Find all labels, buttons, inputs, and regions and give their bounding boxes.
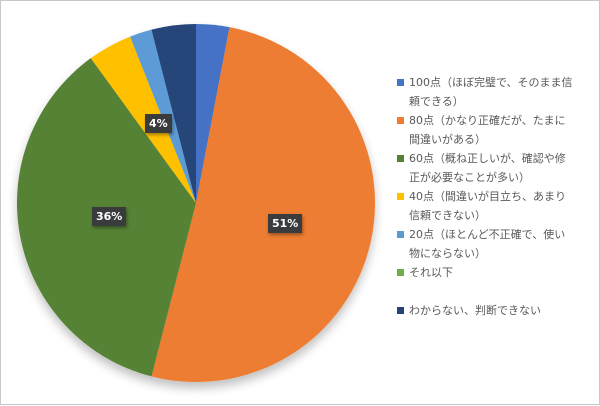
legend-swatch: [397, 79, 404, 86]
pie-slice: [196, 24, 230, 203]
legend-item-80: 80点（かなり正確だが、たまに 間違いがある）: [397, 111, 597, 149]
pie-svg: [17, 24, 376, 383]
data-label-80: 51%: [268, 214, 303, 233]
legend-swatch: [397, 307, 404, 314]
legend-item-20: 20点（ほとんど不正確で、使い 物にならない）: [397, 225, 597, 263]
legend-swatch: [397, 155, 404, 162]
legend-item-40: 40点（間違いが目立ち、あまり 信頼できない）: [397, 187, 597, 225]
legend: 100点（ほぼ完璧で、そのまま信 頼できる） 80点（かなり正確だが、たまに 間…: [397, 73, 597, 320]
pie-slice: [151, 24, 196, 203]
legend-item-unknown: わからない、判断できない: [397, 301, 597, 320]
legend-swatch: [397, 269, 404, 276]
legend-swatch: [397, 231, 404, 238]
data-label-60: 36%: [92, 207, 127, 226]
data-label-40: 4%: [145, 114, 172, 133]
legend-item-60: 60点（概ね正しいが、確認や修 正が必要なことが多い）: [397, 149, 597, 187]
legend-item-100: 100点（ほぼ完璧で、そのまま信 頼できる）: [397, 73, 597, 111]
pie-slice: [90, 36, 196, 203]
legend-swatch: [397, 193, 404, 200]
pie-slice: [151, 27, 376, 383]
pie-chart: 51% 36% 4%: [1, 1, 391, 406]
legend-item-below: それ以下: [397, 263, 597, 282]
legend-swatch: [397, 117, 404, 124]
